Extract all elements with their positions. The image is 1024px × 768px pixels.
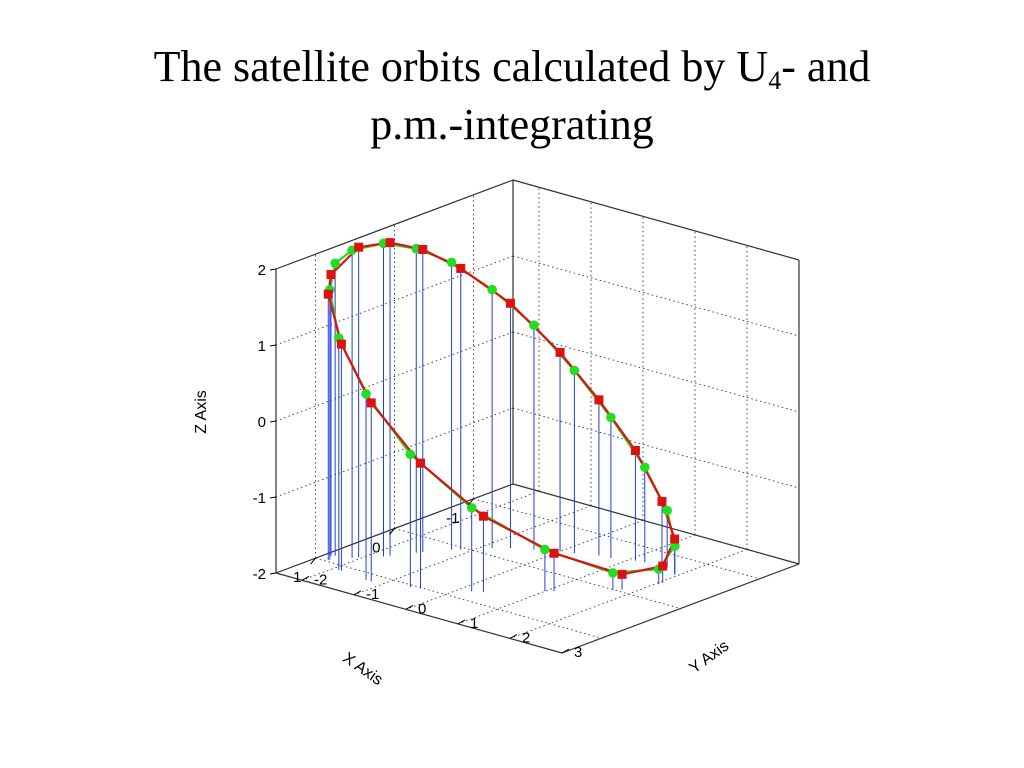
red-square-marker [326, 270, 336, 280]
y-tick-mark [353, 590, 362, 596]
green-circle-marker [640, 462, 650, 473]
frame-edge [275, 179, 514, 270]
x-axis-title: X Axis [339, 650, 385, 689]
grid-line-back-z [512, 255, 800, 337]
grid-line-left-z [275, 255, 514, 346]
grid-line-back-z [512, 407, 800, 489]
y-tick-mark [405, 604, 414, 610]
green-circle-marker [606, 412, 616, 423]
green-circle-marker [569, 365, 580, 376]
x-tick-mark [389, 528, 395, 535]
red-square-marker [505, 298, 515, 308]
red-square-marker [418, 244, 428, 254]
red-square-marker [630, 445, 640, 455]
z-tick-mark [269, 572, 277, 575]
y-axis-title: Y Axis [686, 638, 732, 678]
red-square-marker [657, 496, 667, 506]
grid-line-floor-x [473, 498, 760, 580]
drop-lines [327, 242, 676, 593]
red-square-marker [366, 398, 376, 408]
y-tick-mark [509, 634, 518, 639]
green-circle-marker [330, 258, 340, 269]
red-square-marker [385, 238, 395, 248]
red-square-marker [354, 242, 364, 252]
y-tick-label: 1 [470, 615, 478, 632]
green-circle-marker [670, 541, 680, 551]
x-tick-mark [310, 557, 316, 565]
y-tick-mark [301, 575, 310, 581]
green-circle-marker [487, 284, 497, 295]
y-tick-label: 0 [418, 600, 426, 617]
grid-line-floor-y [405, 519, 644, 610]
slide-title-line2: p.m.-integrating [370, 100, 654, 149]
x-tick-mark [468, 498, 474, 506]
y-tick-label: -1 [366, 586, 379, 603]
red-square-marker [670, 534, 680, 544]
series-line-green [328, 242, 676, 574]
red-square-marker [658, 561, 668, 571]
x-tick-label: 1 [293, 569, 301, 586]
green-circle-marker [662, 505, 672, 516]
y-tick-mark [457, 619, 466, 625]
slide-title-line1: The satellite orbits calculated by U4- a… [0, 38, 1024, 96]
grid-line-back-z [512, 331, 800, 413]
y-tick-label: 2 [522, 629, 530, 646]
z-tick-label: -2 [253, 566, 266, 583]
green-circle-marker [529, 320, 539, 330]
grid-line-left-z [275, 407, 514, 498]
green-circle-marker [540, 544, 550, 555]
grid-line-floor-x [394, 528, 681, 609]
red-square-marker [549, 548, 559, 558]
green-circle-marker [405, 449, 416, 460]
slide-title-tail: - and [781, 42, 871, 91]
slide-title: The satellite orbits calculated by U4- a… [0, 38, 1024, 154]
grid-line-floor-x [315, 557, 602, 639]
series-lines [327, 241, 676, 576]
red-square-marker [478, 511, 488, 521]
red-square-marker [416, 458, 426, 468]
red-square-marker [456, 263, 466, 273]
frame-edge [561, 563, 800, 654]
z-tick-label: -1 [253, 490, 266, 507]
green-circle-marker [446, 257, 457, 268]
red-square-marker [555, 347, 565, 357]
frame-edge [512, 483, 800, 565]
grid-line-left-z [275, 331, 514, 422]
slide-title-main: The satellite orbits calculated by U [153, 42, 769, 91]
z-tick-label: 0 [258, 414, 266, 431]
z-tick-label: 1 [258, 338, 266, 355]
z-tick-mark [269, 268, 277, 271]
grid-line-floor-y [457, 534, 696, 625]
y-tick-label: 3 [574, 644, 582, 661]
x-tick-label: -1 [446, 510, 459, 527]
z-tick-label: 2 [258, 262, 266, 279]
grid-line-floor-y [509, 549, 748, 639]
y-tick-mark [561, 648, 570, 654]
red-square-marker [617, 569, 627, 579]
z-tick-mark [269, 344, 277, 347]
x-tick-label: 0 [372, 540, 380, 557]
z-tick-mark [269, 496, 277, 499]
green-circle-marker [361, 389, 371, 399]
red-square-marker [323, 289, 333, 299]
tick-labels: -2 -1 0 1 2 -1 0 1 -2 -1 0 1 2 3 [253, 262, 583, 661]
z-tick-mark [269, 420, 277, 423]
z-axis-title: Z Axis [193, 390, 210, 434]
series-markers [323, 238, 680, 579]
frame-edge [275, 572, 563, 654]
slide-title-subscript: 4 [768, 66, 782, 95]
frame-edge [512, 179, 800, 261]
red-square-marker [336, 339, 346, 349]
green-circle-marker [608, 568, 618, 578]
series-line-red [327, 241, 676, 576]
grid-line-floor-y [353, 505, 592, 596]
green-circle-marker [466, 503, 477, 513]
red-square-marker [594, 395, 604, 405]
y-tick-label: -2 [314, 571, 327, 588]
